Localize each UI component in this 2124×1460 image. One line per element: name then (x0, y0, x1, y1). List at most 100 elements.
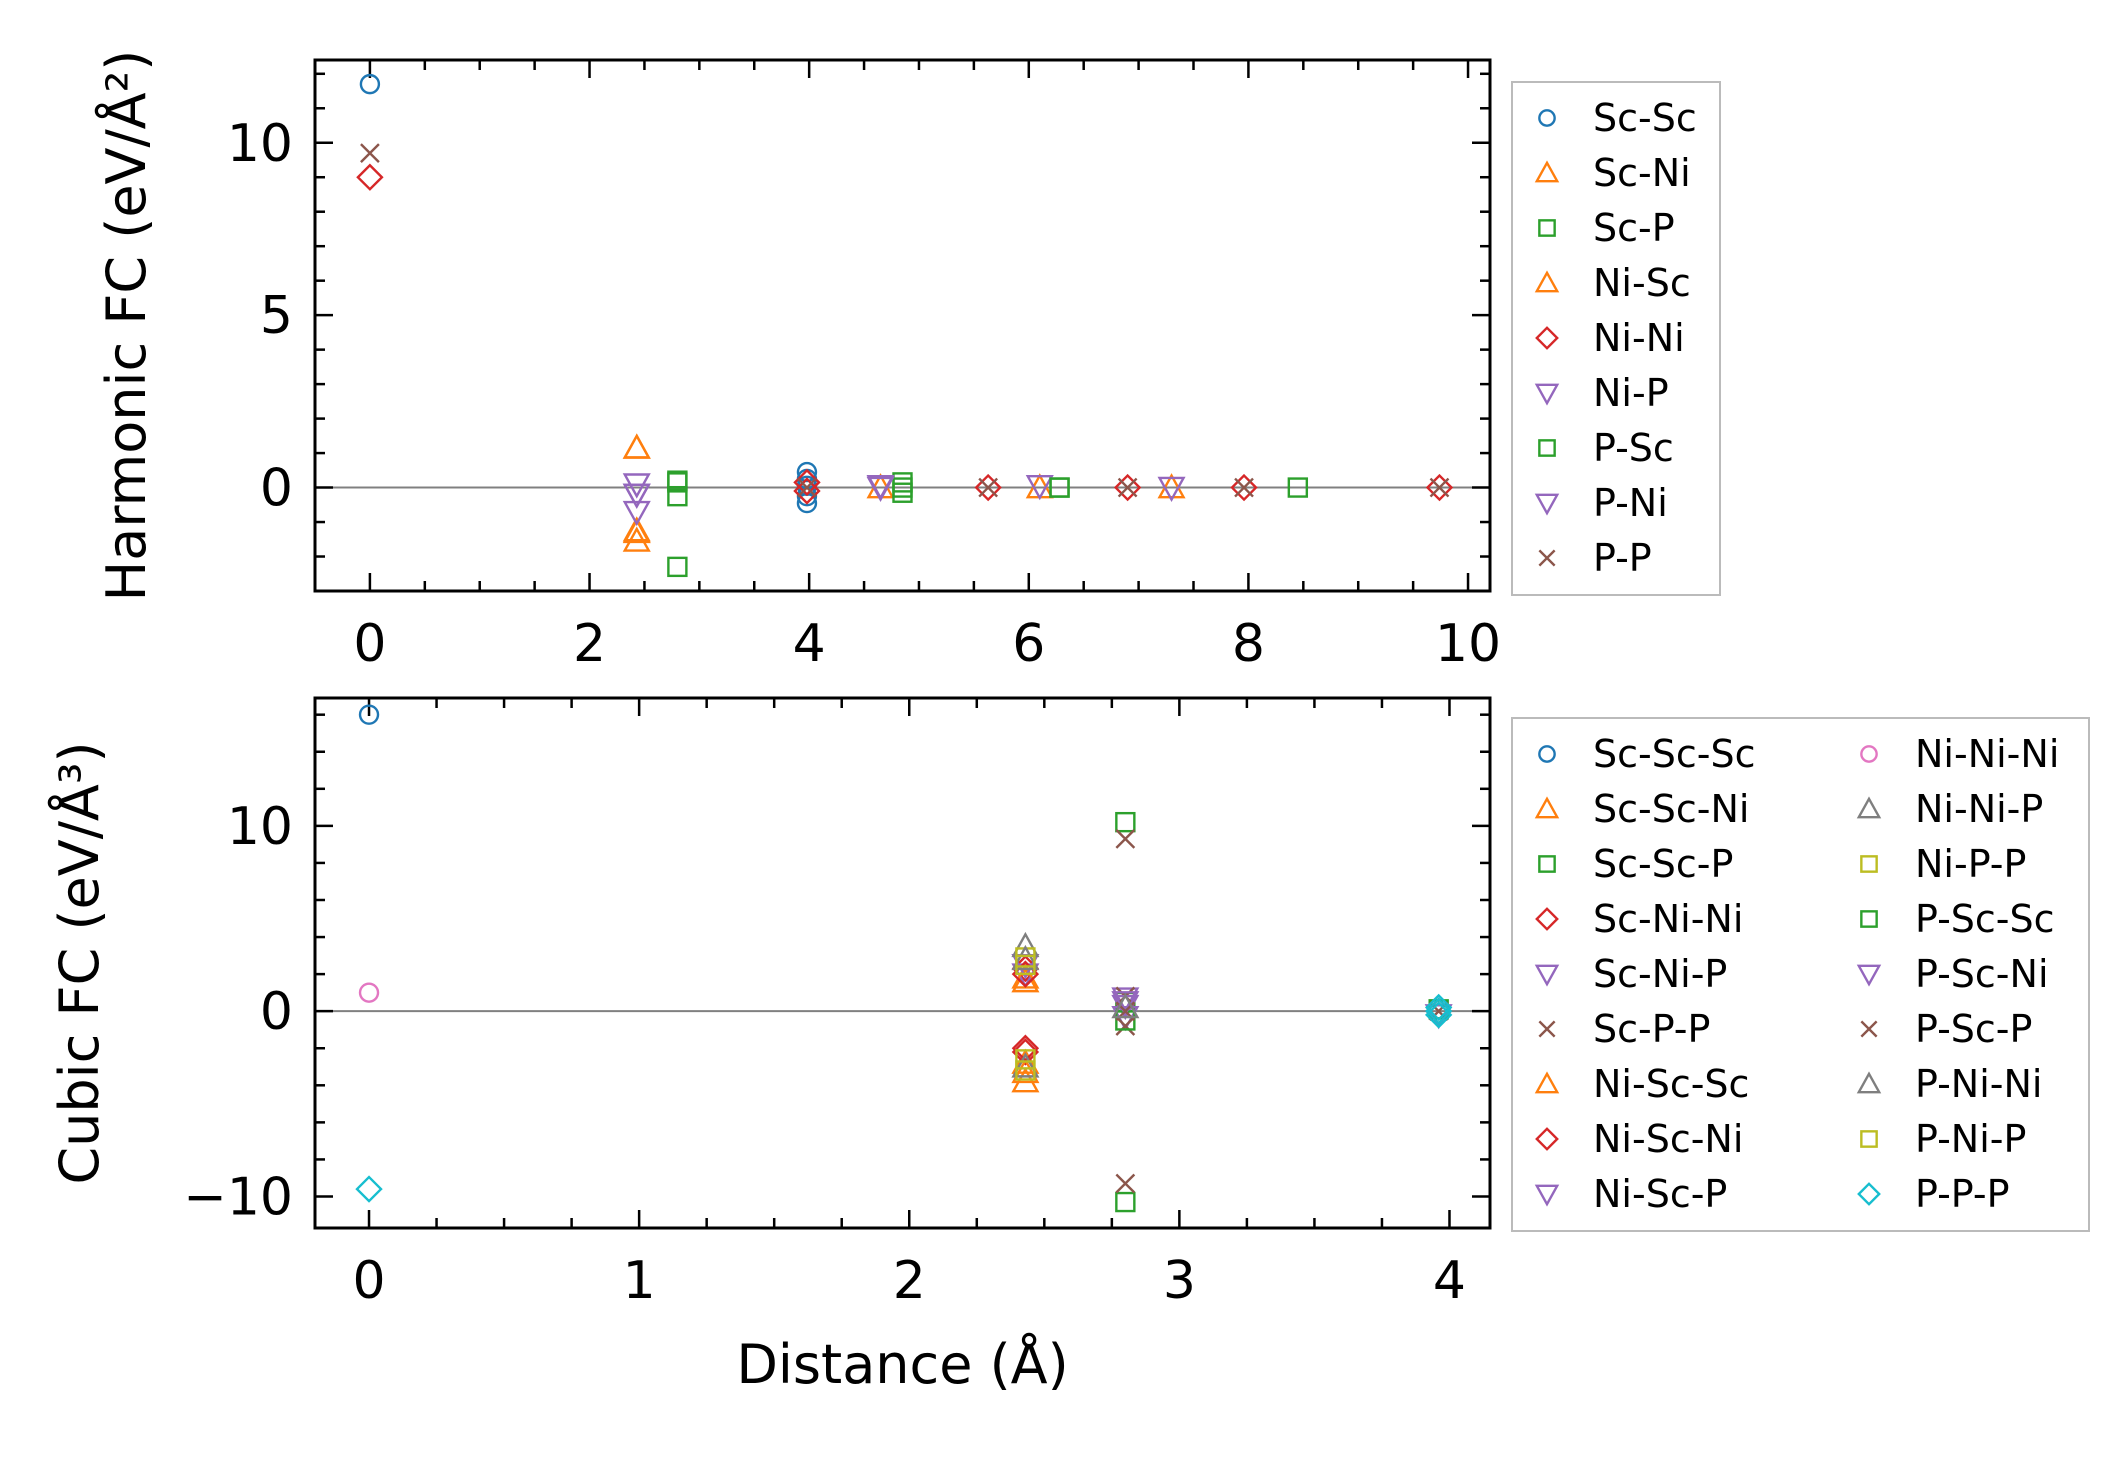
y-tick-label: 5 (260, 286, 293, 346)
plot-frame (313, 696, 1492, 1230)
data-point (355, 1175, 383, 1203)
legend-marker (1860, 745, 1878, 763)
data-points (355, 704, 1453, 1213)
legend-marker (1538, 855, 1556, 873)
legend-label: Ni-Ni-Ni (1915, 732, 2059, 776)
legend-item: Ni-P (1534, 371, 1669, 415)
legend-item: Ni-Sc-Sc (1534, 1062, 1749, 1106)
data-point (978, 477, 999, 498)
legend-item: P-Sc-Ni (1856, 952, 2049, 996)
y-tick-label: 10 (227, 797, 293, 857)
legend-marker (1535, 907, 1559, 931)
legend-item: Ni-Sc-P (1534, 1172, 1727, 1216)
legend-label: Ni-Sc (1593, 261, 1691, 305)
legend-label: P-Ni (1593, 481, 1668, 525)
data-point (667, 485, 688, 507)
series-Sc-Sc-Sc (358, 704, 380, 725)
legend-marker (1860, 910, 1878, 928)
legend-label: P-Sc-Sc (1915, 897, 2055, 941)
legend-item: Ni-Ni-Ni (1860, 732, 2059, 776)
legend-label: Sc-Ni-Ni (1593, 897, 1743, 941)
legend-item: Sc-Sc-P (1538, 842, 1733, 886)
legend-item: Sc-Sc-Sc (1538, 732, 1755, 776)
data-point (358, 704, 380, 725)
legend-label: P-Sc-Ni (1915, 952, 2049, 996)
x-axis-label: Distance (Å) (736, 1332, 1068, 1396)
legend-marker (1534, 270, 1560, 293)
x-tick-label: 6 (1012, 614, 1045, 674)
data-point (1015, 954, 1036, 976)
data-point (622, 500, 651, 527)
legend-marker (1856, 1071, 1882, 1094)
data-point (1424, 993, 1453, 1022)
data-point (359, 73, 381, 95)
y-axis-label: Harmonic FC (eV/Å²) (94, 50, 158, 602)
data-point (1424, 1001, 1453, 1029)
legend-label: Ni-Ni-P (1915, 787, 2043, 831)
series-P-Sc-Sc (1115, 999, 1449, 1031)
legend-label: Ni-Sc-P (1593, 1172, 1727, 1216)
series-Ni-Ni-Ni (358, 982, 380, 1003)
data-point (1115, 828, 1136, 849)
data-point (356, 163, 384, 191)
legend-marker (1538, 549, 1556, 567)
series-P-Sc (667, 472, 1070, 498)
legend-label: P-Sc-P (1915, 1007, 2032, 1051)
x-tick-label: 0 (353, 614, 386, 674)
y-tick-label: 0 (260, 982, 293, 1042)
legend-label: Sc-Sc (1593, 96, 1697, 140)
data-point (622, 526, 651, 552)
y-tick-label: 0 (260, 459, 293, 519)
data-point (1111, 993, 1140, 1019)
data-point (622, 433, 651, 459)
data-point (1230, 473, 1258, 502)
legend-item: P-Ni (1534, 481, 1668, 525)
legend-label: P-P (1593, 536, 1652, 580)
data-point (358, 982, 380, 1003)
data-point (1115, 1016, 1136, 1036)
series-P-P-P (355, 993, 1453, 1203)
x-tick-label: 10 (1435, 614, 1501, 674)
legend-item: Sc-P (1538, 206, 1675, 250)
series-Sc-Sc (359, 73, 818, 514)
data-point (1049, 477, 1070, 498)
series-Ni-P (622, 473, 1186, 527)
legend-item: P-Ni-P (1860, 1117, 2026, 1161)
legend-marker (1860, 855, 1878, 873)
data-point (360, 143, 380, 163)
legend-item: Ni-Ni (1535, 316, 1685, 360)
data-point (622, 517, 651, 544)
legend-marker (1534, 1071, 1560, 1094)
data-point (1115, 1191, 1136, 1213)
legend-marker (1535, 1127, 1559, 1151)
series-P-Ni-P (1015, 954, 1036, 1081)
legend-item: Sc-P-P (1538, 1007, 1710, 1051)
legend-label: Sc-Ni (1593, 151, 1691, 195)
legend-marker (1534, 493, 1560, 516)
series-Ni-Ni (356, 163, 1454, 505)
legend-marker (1857, 1182, 1881, 1206)
legend-item: Ni-Ni-P (1856, 787, 2043, 831)
data-point (1234, 477, 1254, 498)
data-point (796, 461, 818, 483)
data-point (1115, 811, 1136, 833)
chart-cubic: 0 1 2 3 4 −10 0 10 Cubic FC (eV/Å³) Distance (Å) S… (47, 696, 2090, 1396)
legend-marker (1535, 326, 1559, 350)
legend-item: P-Sc-Sc (1860, 897, 2055, 941)
legend-item: P-P (1538, 536, 1652, 580)
series-P-Ni-Ni (1011, 944, 1140, 1019)
legend-item: P-Sc (1538, 426, 1674, 470)
ticks (313, 60, 1490, 593)
data-point (1011, 1038, 1040, 1066)
legend-item: P-Sc-P (1860, 1007, 2032, 1051)
data-point (1015, 1060, 1036, 1081)
series-P-P (360, 143, 1450, 498)
legend-box (1511, 81, 1721, 596)
data-point (1287, 477, 1309, 498)
legend-label: Sc-P-P (1593, 1007, 1710, 1051)
legend-label: Sc-Sc-P (1593, 842, 1733, 886)
data-point (974, 473, 1002, 502)
legend-label: P-Ni-P (1915, 1117, 2026, 1161)
